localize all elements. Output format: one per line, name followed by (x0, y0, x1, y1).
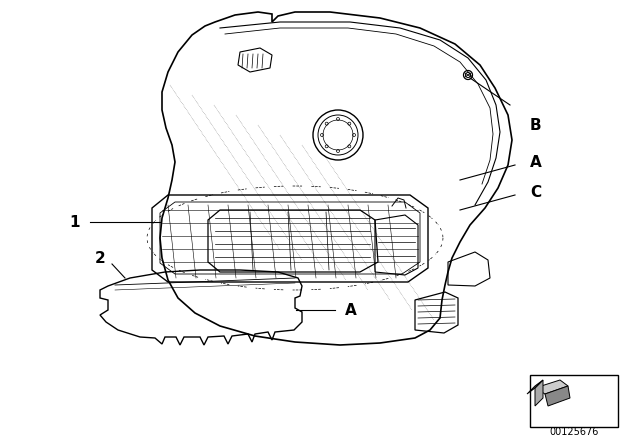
Polygon shape (535, 380, 568, 394)
Text: 00125676: 00125676 (549, 427, 598, 437)
Polygon shape (527, 380, 543, 394)
Text: C: C (530, 185, 541, 199)
Text: 1: 1 (70, 215, 80, 229)
Text: A: A (345, 302, 356, 318)
Text: 2: 2 (94, 250, 105, 266)
Polygon shape (535, 380, 543, 406)
Text: A: A (530, 155, 541, 169)
Text: B: B (530, 117, 541, 133)
Polygon shape (545, 386, 570, 406)
Bar (530, 375, 618, 427)
